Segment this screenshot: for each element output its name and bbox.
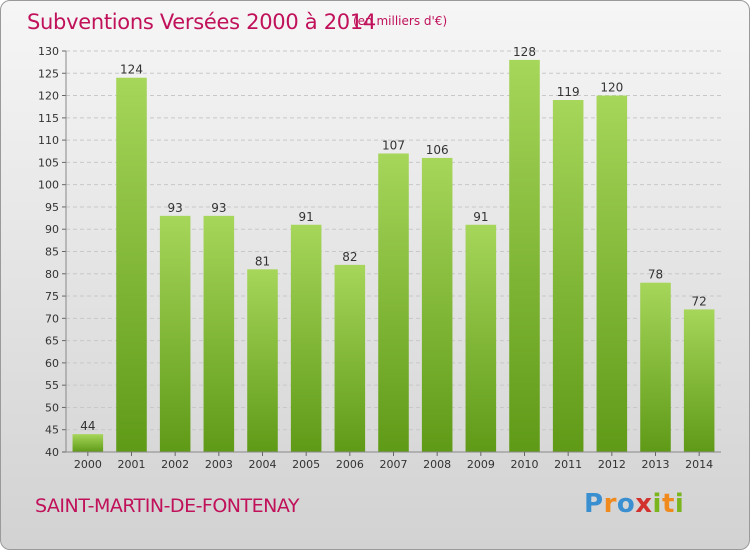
y-tick-label: 55 — [45, 379, 59, 392]
x-tick-label-2004: 2004 — [249, 458, 277, 471]
chart-title: Subventions Versées 2000 à 2014 — [27, 10, 376, 34]
x-tick-label-2008: 2008 — [423, 458, 451, 471]
bar-2005 — [290, 224, 322, 452]
data-label-2009: 91 — [473, 210, 488, 224]
bar-2014 — [683, 309, 715, 452]
y-tick-label: 130 — [38, 45, 59, 58]
y-tick-label: 65 — [45, 335, 59, 348]
commune-name: SAINT-MARTIN-DE-FONTENAY — [35, 495, 299, 517]
bar-2008 — [421, 157, 453, 452]
data-labels: 44 124 93 93 81 91 82 107 106 91 128 119 120 78 72 — [80, 45, 707, 433]
bar-2007 — [378, 153, 409, 452]
data-label-2012: 120 — [600, 81, 623, 95]
bar-2002 — [159, 215, 191, 452]
data-label-2014: 72 — [692, 294, 707, 308]
data-label-2013: 78 — [648, 268, 663, 282]
x-tick-label-2000: 2000 — [74, 458, 102, 471]
bar-2013 — [640, 282, 671, 452]
proxiti-logo[interactable]: Proxiti — [584, 489, 685, 519]
y-tick-label: 115 — [38, 112, 59, 125]
bar-2006 — [334, 264, 366, 452]
bar-2010 — [509, 59, 540, 453]
x-tick-label-2013: 2013 — [642, 458, 670, 471]
data-label-2000: 44 — [80, 419, 95, 433]
bar-2012 — [596, 95, 628, 453]
y-tick-label: 105 — [38, 156, 59, 169]
bar-2000 — [72, 434, 104, 452]
y-tick-label: 50 — [45, 401, 59, 414]
x-tick-label-2002: 2002 — [161, 458, 189, 471]
bars — [72, 59, 715, 453]
data-label-2008: 106 — [426, 143, 449, 157]
y-tick-label: 125 — [38, 67, 59, 80]
y-tick-label: 40 — [45, 446, 59, 459]
y-tick-label: 100 — [38, 179, 59, 192]
x-tick-label-2003: 2003 — [205, 458, 233, 471]
unit-label: (en milliers d'€) — [353, 14, 448, 28]
x-tick-label-2009: 2009 — [467, 458, 495, 471]
x-tick-label-2010: 2010 — [511, 458, 539, 471]
x-tick-label-2007: 2007 — [380, 458, 408, 471]
data-label-2002: 93 — [168, 201, 183, 215]
bar-2003 — [203, 215, 235, 452]
bar-2004 — [247, 269, 278, 452]
y-tick-label: 120 — [38, 90, 59, 103]
data-label-2005: 91 — [299, 210, 314, 224]
data-label-2006: 82 — [342, 250, 357, 264]
data-label-2011: 119 — [557, 85, 580, 99]
x-tick-label-2001: 2001 — [118, 458, 146, 471]
y-tick-label: 45 — [45, 424, 59, 437]
y-tick-label: 60 — [45, 357, 59, 370]
y-tick-label: 90 — [45, 223, 59, 236]
data-label-2004: 81 — [255, 254, 270, 268]
bar-2011 — [552, 100, 584, 452]
data-label-2007: 107 — [382, 138, 405, 152]
bar-2001 — [116, 77, 147, 452]
x-tick-label-2014: 2014 — [685, 458, 713, 471]
data-label-2010: 128 — [513, 45, 536, 59]
data-label-2003: 93 — [211, 201, 226, 215]
x-tick-label-2006: 2006 — [336, 458, 364, 471]
y-tick-label: 80 — [45, 268, 59, 281]
axes: 40 45 50 55 60 65 70 75 80 85 90 95 100 105 110 115 120 1… — [38, 45, 721, 471]
x-tick-label-2005: 2005 — [292, 458, 320, 471]
x-tick-label-2011: 2011 — [554, 458, 582, 471]
y-tick-label: 95 — [45, 201, 59, 214]
data-label-2001: 124 — [120, 63, 143, 77]
y-tick-label: 70 — [45, 312, 59, 325]
bar-2009 — [465, 224, 497, 452]
y-tick-label: 110 — [38, 134, 59, 147]
y-tick-label: 85 — [45, 246, 59, 259]
x-tick-label-2012: 2012 — [598, 458, 626, 471]
y-tick-label: 75 — [45, 290, 59, 303]
